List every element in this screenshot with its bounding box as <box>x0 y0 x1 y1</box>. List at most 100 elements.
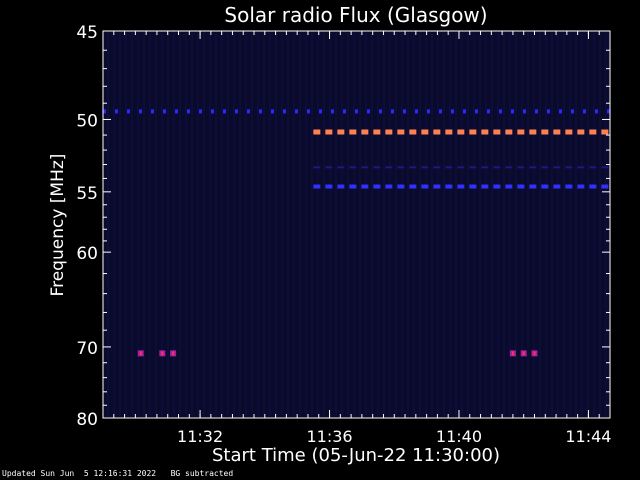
background-streak <box>563 33 565 416</box>
background-streak <box>437 33 439 416</box>
band-segment <box>493 166 501 169</box>
background-streak <box>125 33 127 416</box>
band-segment <box>385 184 393 189</box>
band-segment <box>601 184 609 189</box>
band-segment <box>373 166 381 169</box>
band-segment <box>511 109 514 114</box>
background-streak <box>257 33 259 416</box>
background-streak <box>491 33 493 416</box>
band-feature <box>313 129 609 135</box>
background-streak <box>281 33 283 416</box>
band-segment <box>457 184 465 189</box>
band-segment <box>361 129 369 135</box>
background-streak <box>119 33 121 416</box>
background-streak <box>521 33 523 416</box>
band-segment <box>397 184 405 189</box>
background-streak <box>335 33 337 416</box>
band-segment <box>517 166 525 169</box>
band-segment <box>535 109 538 114</box>
background-streak <box>227 33 229 416</box>
band-segment <box>601 129 609 135</box>
band-segment <box>115 109 118 114</box>
background-streak <box>197 33 199 416</box>
band-segment <box>457 129 465 135</box>
band-segment <box>541 166 549 169</box>
background-streak <box>143 33 145 416</box>
band-segment <box>313 129 321 135</box>
y-axis-label: Frequency [MHz] <box>48 154 68 297</box>
band-segment <box>361 184 369 189</box>
band-segment <box>283 109 286 114</box>
background-streak <box>209 33 211 416</box>
band-segment <box>481 184 489 189</box>
band-segment <box>553 129 561 135</box>
burst-spot-core <box>522 351 525 356</box>
band-segment <box>541 129 549 135</box>
band-feature <box>103 109 610 114</box>
background-streak <box>419 33 421 416</box>
band-segment <box>421 129 429 135</box>
y-tick-label: 80 <box>76 410 98 430</box>
background-streak <box>371 33 373 416</box>
band-segment <box>445 184 453 189</box>
band-segment <box>505 184 513 189</box>
background-streak <box>215 33 217 416</box>
y-tick-label: 50 <box>76 111 98 131</box>
background-streak <box>431 33 433 416</box>
background-streak <box>485 33 487 416</box>
y-tick-label: 45 <box>76 23 98 43</box>
background-streak <box>509 33 511 416</box>
band-segment <box>349 166 357 169</box>
band-segment <box>463 109 466 114</box>
background-streak <box>497 33 499 416</box>
band-segment <box>547 109 550 114</box>
background-streak <box>251 33 253 416</box>
band-segment <box>427 109 430 114</box>
background-streak <box>581 33 583 416</box>
plot-content <box>103 33 610 416</box>
background-streak <box>365 33 367 416</box>
band-segment <box>379 109 382 114</box>
background-streak <box>233 33 235 416</box>
y-tick-label: 70 <box>76 339 98 359</box>
band-segment <box>385 129 393 135</box>
band-segment <box>337 129 345 135</box>
background-streak <box>269 33 271 416</box>
x-tick-label: 11:32 <box>177 427 223 446</box>
band-segment <box>589 184 597 189</box>
band-segment <box>163 109 166 114</box>
background-streak <box>221 33 223 416</box>
band-segment <box>445 166 453 169</box>
x-axis-label: Start Time (05-Jun-22 11:30:00) <box>212 445 500 466</box>
footer-status: Updated Sun Jun 5 12:16:31 2022 BG subtr… <box>2 469 234 478</box>
band-segment <box>319 109 322 114</box>
band-segment <box>595 109 598 114</box>
background-streak <box>287 33 289 416</box>
background-streak <box>527 33 529 416</box>
x-tick-label: 11:40 <box>436 427 482 446</box>
background-streak <box>605 33 607 416</box>
background-streak <box>593 33 595 416</box>
band-segment <box>307 109 310 114</box>
burst-spot-core <box>139 351 142 356</box>
background-streak <box>377 33 379 416</box>
band-segment <box>457 166 465 169</box>
background-streak <box>503 33 505 416</box>
band-segment <box>505 129 513 135</box>
band-segment <box>589 129 597 135</box>
background-texture <box>107 33 607 416</box>
band-segment <box>373 184 381 189</box>
band-segment <box>601 166 609 169</box>
band-segment <box>223 109 226 114</box>
background-streak <box>575 33 577 416</box>
band-segment <box>331 109 334 114</box>
band-segment <box>409 166 417 169</box>
background-streak <box>353 33 355 416</box>
band-segment <box>529 184 537 189</box>
background-streak <box>557 33 559 416</box>
band-segment <box>139 109 142 114</box>
band-segment <box>565 184 573 189</box>
y-tick-label: 60 <box>76 244 98 264</box>
background-streak <box>275 33 277 416</box>
